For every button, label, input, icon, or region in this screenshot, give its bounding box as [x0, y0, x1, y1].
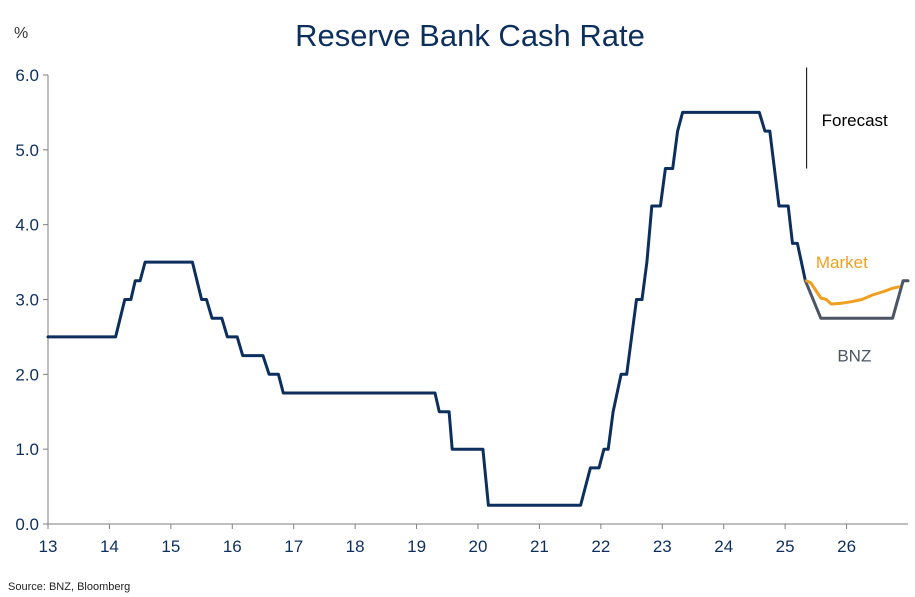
y-axis-unit-label: %	[14, 25, 28, 42]
chart-title: Reserve Bank Cash Rate	[295, 18, 645, 53]
annotation-layer: Forecast Market BNZ	[806, 67, 888, 366]
bnz-label: BNZ	[837, 347, 871, 366]
x-tick-label: 14	[100, 537, 119, 556]
x-tick-label: 15	[161, 537, 180, 556]
market-label: Market	[816, 253, 868, 272]
y-tick-label: 3.0	[15, 291, 39, 310]
y-tick-label: 4.0	[15, 216, 39, 235]
series-line-market	[805, 279, 901, 306]
x-tick-label: 25	[776, 537, 795, 556]
x-tick-label: 20	[469, 537, 488, 556]
source-note: Source: BNZ, Bloomberg	[8, 581, 130, 593]
x-axis: 13 14 15 16 17 18 19 20 21 22 23 24 25 26	[39, 523, 908, 556]
x-tick-label: 16	[223, 537, 242, 556]
y-tick-label: 2.0	[15, 365, 39, 384]
series-line-actual	[46, 110, 807, 507]
y-tick-label: 6.0	[15, 66, 39, 85]
y-axis: 0.0 1.0 2.0 3.0 4.0 5.0 6.0	[15, 66, 49, 534]
x-tick-label: 23	[653, 537, 672, 556]
x-tick-label: 21	[530, 537, 549, 556]
x-tick-label: 26	[837, 537, 856, 556]
series-layer	[46, 110, 910, 507]
x-tick-label: 22	[591, 537, 610, 556]
y-tick-label: 1.0	[15, 440, 39, 459]
x-tick-label: 24	[714, 537, 733, 556]
y-tick-label: 0.0	[15, 515, 39, 534]
x-tick-label: 17	[284, 537, 303, 556]
forecast-label: Forecast	[822, 111, 888, 130]
x-tick-label: 19	[407, 537, 426, 556]
x-tick-label: 13	[39, 537, 58, 556]
series-line-bnz	[803, 279, 910, 320]
y-tick-label: 5.0	[15, 141, 39, 160]
x-tick-label: 18	[346, 537, 365, 556]
